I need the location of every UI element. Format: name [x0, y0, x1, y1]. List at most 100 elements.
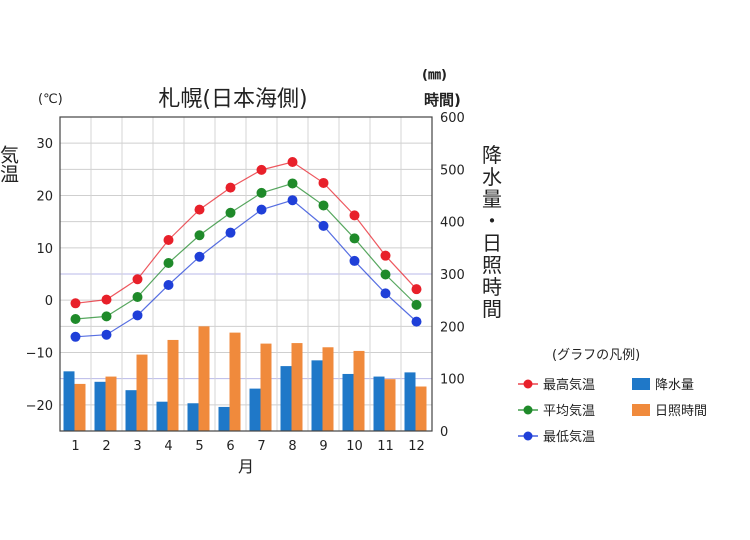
point-max-temp [349, 210, 360, 221]
bar-sunshine [74, 383, 86, 431]
line-min-temp [75, 199, 417, 338]
x-tick-label: 2 [102, 439, 110, 454]
point-avg-temp [132, 292, 143, 303]
point-avg-temp [318, 200, 329, 211]
point-max-temp [318, 177, 329, 188]
bar-precipitation [63, 371, 75, 431]
x-tick-label: 7 [257, 439, 265, 454]
x-tick-label: 12 [408, 439, 425, 454]
x-tick-label: 9 [319, 439, 327, 454]
x-tick-label: 6 [226, 439, 234, 454]
legend-item-label: 平均気温 [543, 403, 595, 419]
right-axis-unit-1: (㎜) [422, 68, 447, 83]
legend-swatch-marker [523, 379, 533, 389]
point-min-temp [349, 255, 360, 266]
right-axis-label-char: 時 [482, 275, 502, 299]
legend-item-label: 最低気温 [543, 429, 595, 445]
point-min-temp [194, 251, 205, 262]
point-max-temp [287, 157, 298, 168]
right-tick-label: 100 [440, 373, 465, 388]
bar-precipitation [404, 372, 416, 431]
bar-sunshine [198, 326, 210, 431]
point-min-temp [411, 316, 422, 327]
legend-item-label: 最高気温 [543, 377, 595, 393]
point-min-temp [101, 329, 112, 340]
bar-precipitation [373, 376, 385, 431]
point-avg-temp [411, 299, 422, 310]
point-avg-temp [194, 230, 205, 241]
point-min-temp [132, 310, 143, 321]
right-tick-label: 400 [440, 216, 465, 231]
bar-precipitation [94, 381, 106, 431]
x-tick-label: 10 [346, 439, 363, 454]
bar-precipitation [156, 401, 168, 431]
point-max-temp [132, 274, 143, 285]
right-axis-label-char: ・ [482, 209, 502, 233]
bar-sunshine [167, 339, 179, 431]
right-tick-label: 300 [440, 268, 465, 283]
bar-sunshine [322, 347, 334, 431]
bar-precipitation [218, 406, 230, 431]
point-avg-temp [101, 311, 112, 322]
bar-precipitation [125, 390, 137, 431]
line-max-temp [75, 161, 417, 304]
bar-sunshine [384, 379, 396, 431]
legend-swatch-bar [632, 378, 650, 390]
bar-precipitation [342, 373, 354, 431]
bar-sunshine [105, 376, 117, 431]
right-axis-label-char: 間 [482, 297, 502, 321]
point-max-temp [256, 164, 267, 175]
point-avg-temp [163, 258, 174, 269]
left-tick-label: −20 [26, 399, 53, 414]
point-avg-temp [380, 269, 391, 280]
bar-precipitation [280, 366, 292, 431]
x-tick-label: 8 [288, 439, 296, 454]
point-min-temp [70, 331, 81, 342]
legend-item-label: 日照時間 [655, 404, 707, 419]
right-axis-label-char: 水 [482, 165, 502, 189]
point-max-temp [101, 294, 112, 305]
point-min-temp [163, 279, 174, 290]
right-axis-label-char: 照 [482, 253, 502, 277]
left-tick-label: 0 [45, 294, 53, 309]
point-max-temp [70, 298, 81, 309]
point-max-temp [411, 284, 422, 295]
bar-sunshine [229, 332, 241, 431]
right-axis-label-char: 降 [482, 143, 502, 167]
x-tick-label: 4 [164, 439, 172, 454]
left-axis-unit: (℃) [38, 92, 63, 107]
x-tick-label: 3 [133, 439, 141, 454]
point-min-temp [318, 220, 329, 231]
legend-title: (グラフの凡例) [552, 348, 640, 363]
right-axis-unit-2: 時間) [424, 91, 461, 109]
plot-frame [59, 116, 433, 432]
point-min-temp [225, 227, 236, 238]
point-min-temp [256, 204, 267, 215]
x-tick-label: 1 [71, 439, 79, 454]
point-avg-temp [256, 187, 267, 198]
x-axis-label: 月 [238, 457, 254, 476]
bar-precipitation [249, 388, 261, 431]
legend-swatch-marker [523, 431, 533, 441]
point-max-temp [194, 204, 205, 215]
right-tick-label: 600 [440, 111, 465, 126]
point-max-temp [380, 250, 391, 261]
line-avg-temp [75, 182, 417, 320]
point-max-temp [163, 234, 174, 245]
point-min-temp [287, 195, 298, 206]
chart-title: 札幌(日本海側) [158, 87, 307, 112]
right-tick-label: 200 [440, 320, 465, 335]
right-axis-label-char: 量 [482, 187, 502, 211]
left-tick-label: 30 [36, 137, 53, 152]
legend-swatch-marker [523, 405, 533, 415]
left-axis-label: 気温 [0, 145, 19, 183]
bar-precipitation [311, 360, 323, 431]
point-avg-temp [225, 207, 236, 218]
right-tick-label: 500 [440, 163, 465, 178]
right-axis-label-char: 日 [482, 231, 502, 255]
legend-swatch-bar [632, 404, 650, 416]
